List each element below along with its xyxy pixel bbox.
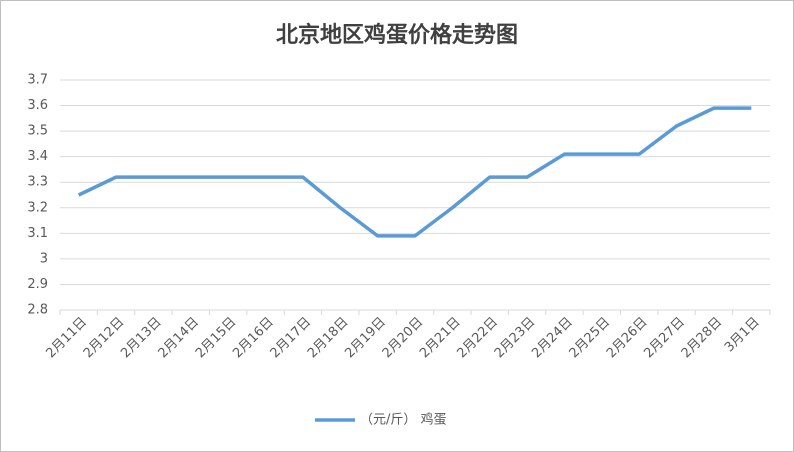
data-line [77,106,752,238]
y-tick-label: 3.5 [27,124,48,139]
y-tick-label: 3.3 [27,175,48,190]
y-tick-label: 3.7 [27,73,48,88]
y-tick-label: 2.9 [27,277,48,292]
y-tick-label: 3 [40,251,48,266]
y-tick-label: 3.2 [27,200,48,215]
legend-label: （元/斤） 鸡蛋 [360,412,447,428]
y-tick-label: 3.6 [27,98,48,113]
y-tick-label: 3.1 [27,226,48,241]
y-tick-label: 3.4 [27,149,48,164]
chart-title: 北京地区鸡蛋价格走势图 [276,22,518,48]
y-tick-label: 2.8 [27,303,48,318]
